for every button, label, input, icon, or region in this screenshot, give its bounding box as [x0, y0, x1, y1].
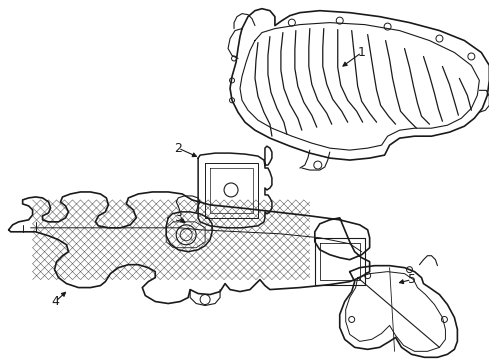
Text: 4: 4 — [51, 295, 59, 308]
Text: 3: 3 — [174, 211, 182, 224]
Text: 1: 1 — [358, 46, 366, 59]
Text: 2: 2 — [174, 141, 182, 155]
Text: 5: 5 — [408, 273, 416, 286]
